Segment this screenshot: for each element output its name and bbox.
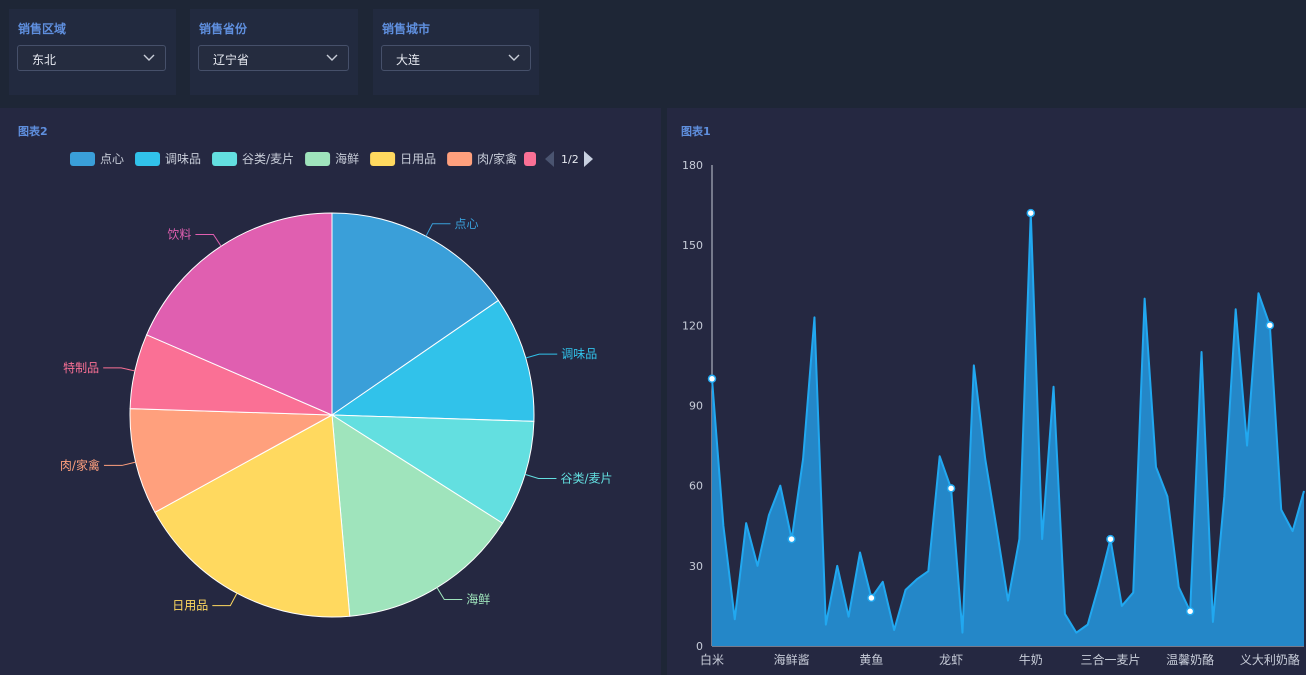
legend-item-label[interactable]: 谷类/麦片 — [242, 152, 294, 166]
legend-page-indicator: 1/2 — [561, 153, 579, 166]
x-tick-label: 牛奶 — [1019, 652, 1043, 667]
pie-slice-label: 海鲜 — [466, 592, 490, 607]
x-tick-label: 黄鱼 — [859, 653, 883, 667]
legend-swatch — [524, 152, 536, 166]
province-filter: 销售省份 辽宁省 — [190, 9, 358, 95]
x-tick-label: 温馨奶酪 — [1166, 652, 1214, 667]
legend-swatch — [70, 152, 95, 166]
legend-swatch — [212, 152, 238, 166]
pie-slice[interactable] — [331, 414, 504, 617]
x-tick-label: 海鲜酱 — [774, 652, 810, 667]
data-point-marker[interactable] — [946, 484, 956, 493]
area-markers — [707, 208, 1275, 616]
chevron-down-icon — [508, 54, 520, 61]
pie-slices — [129, 212, 535, 618]
y-tick-label: 30 — [689, 560, 703, 573]
pie-chart-title: 图表2 — [18, 125, 48, 138]
city-select[interactable]: 大连 — [381, 45, 531, 71]
legend-item-label[interactable]: 肉/家禽 — [477, 151, 517, 166]
pie-slice[interactable] — [330, 299, 535, 422]
x-tick-label: 白米 — [700, 652, 724, 667]
legend-prev-icon[interactable] — [545, 151, 554, 167]
pie-slice-label: 谷类/麦片 — [560, 472, 612, 486]
legend-item-label[interactable]: 调味品 — [165, 152, 201, 166]
pie-slice[interactable] — [154, 414, 351, 618]
province-filter-label: 销售省份 — [199, 22, 248, 36]
pie-legend: 点心 调味品 谷类/麦片 海鲜 日用品 肉/家禽 — [70, 151, 536, 166]
pie-leader-line — [425, 223, 451, 237]
data-point-marker[interactable] — [1106, 534, 1115, 544]
data-point-marker[interactable] — [1026, 208, 1036, 218]
pie-slice-label: 日用品 — [172, 599, 208, 613]
data-point-marker[interactable] — [1265, 321, 1275, 330]
y-tick-label: 120 — [682, 319, 703, 332]
legend-swatch — [305, 152, 331, 166]
pie-slice[interactable] — [331, 212, 500, 416]
y-tick-label: 90 — [689, 400, 703, 413]
data-point-marker[interactable] — [707, 374, 717, 384]
pie-leader-line — [524, 473, 557, 480]
pie-leader-line — [195, 233, 222, 247]
pie-slice-label: 肉/家禽 — [60, 457, 100, 472]
legend-next-icon[interactable] — [584, 151, 593, 167]
area-chart-title: 图表1 — [681, 125, 711, 138]
area-fill — [712, 213, 1304, 646]
y-tick-label: 0 — [696, 640, 703, 653]
y-tick-label: 60 — [689, 480, 703, 493]
pie-chart-panel: 图表2 点心 调味品 谷类/麦片 海鲜 日用品 肉/家禽 点心 调味品 谷类/麦片 海鲜 日用品肉… — [0, 108, 661, 675]
pie-slice[interactable] — [145, 212, 333, 416]
pie-slice-label: 饮料 — [167, 227, 191, 241]
city-select-value: 大连 — [396, 53, 421, 67]
pie-slice-label: 特制品 — [63, 360, 99, 375]
pie-slice-label: 调味品 — [561, 347, 597, 361]
legend-item-label[interactable]: 点心 — [100, 152, 124, 166]
legend-swatch — [447, 152, 473, 166]
pie-slice[interactable] — [330, 414, 535, 524]
data-point-marker[interactable] — [1185, 607, 1195, 616]
x-tick-label: 龙虾 — [939, 653, 963, 667]
pie-slice-label: 点心 — [454, 217, 478, 231]
region-filter: 销售区域 东北 — [9, 9, 176, 95]
series-line — [711, 212, 1305, 634]
y-tick-label: 150 — [682, 239, 703, 252]
area-plot — [711, 212, 1305, 646]
pie-leader-line — [436, 587, 463, 601]
data-point-marker[interactable] — [787, 534, 796, 544]
region-filter-label: 销售区域 — [18, 22, 67, 36]
chevron-down-icon — [143, 54, 155, 61]
region-select[interactable]: 东北 — [17, 45, 166, 71]
legend-swatch — [135, 152, 161, 166]
region-select-value: 东北 — [32, 53, 57, 67]
x-tick-label: 三合一麦片 — [1080, 652, 1140, 667]
legend-item-label[interactable]: 日用品 — [400, 152, 436, 166]
area-chart: 0 30 60 90 120 150 180 白米 海鲜酱 黄鱼 龙虾 牛奶 三合一麦片 温馨奶酪 义大利奶… — [682, 159, 1305, 667]
area-chart-panel: 图表1 0 30 60 90 120 150 180 白米 海鲜酱 黄鱼 龙虾 牛奶 三合一麦片 温馨奶酪… — [667, 108, 1306, 675]
city-filter: 销售城市 大连 — [373, 9, 539, 95]
pie-leader-line — [212, 592, 238, 607]
province-select[interactable]: 辽宁省 — [198, 45, 349, 71]
legend-pager: 1/2 — [545, 151, 593, 167]
data-point-marker[interactable] — [867, 593, 876, 603]
pie-leader-line — [103, 461, 136, 466]
pie-leader-line — [103, 367, 135, 372]
pie-slice[interactable] — [129, 408, 334, 513]
province-select-value: 辽宁省 — [213, 53, 250, 67]
y-tick-label: 180 — [682, 159, 703, 172]
pie-chart: 点心 调味品 谷类/麦片 海鲜 日用品 肉/家禽 点心调味品谷类/麦片海鲜日用品肉/家禽特… — [60, 151, 613, 618]
pie-leader-line — [525, 353, 558, 359]
legend-swatch — [370, 152, 396, 166]
chevron-down-icon — [326, 54, 338, 61]
area-axis: 0 30 60 90 120 150 180 白米 海鲜酱 黄鱼 龙虾 牛奶 三合一麦片 温馨奶酪 义大利奶… — [682, 159, 1304, 667]
city-filter-label: 销售城市 — [382, 22, 431, 36]
legend-item-label[interactable]: 海鲜 — [335, 151, 359, 166]
x-tick-label: 义大利奶酪 — [1240, 652, 1300, 667]
